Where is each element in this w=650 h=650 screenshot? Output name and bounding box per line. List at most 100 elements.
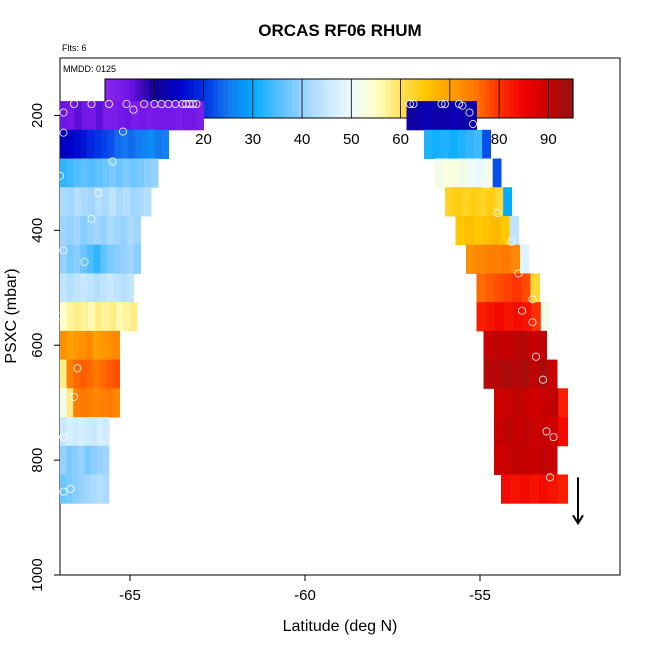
colorbar-segment <box>336 79 343 118</box>
colorbar-segment <box>356 79 362 118</box>
colorbar-segment <box>311 79 318 118</box>
colorbar-segment <box>178 79 185 118</box>
heatmap-cell <box>73 330 81 361</box>
heatmap-cell <box>415 101 425 131</box>
heatmap-cell <box>457 129 467 160</box>
colorbar-segment <box>282 79 288 118</box>
heatmap-cell <box>196 101 204 131</box>
heatmap-cell <box>548 445 558 475</box>
flight-marker <box>482 180 492 189</box>
heatmap-cell <box>90 417 98 447</box>
heatmap-cell <box>482 129 491 160</box>
heatmap-cell <box>113 244 121 274</box>
colorbar-segment <box>385 79 392 118</box>
heatmap-cell <box>134 129 142 160</box>
colorbar-segment <box>272 79 279 118</box>
colorbar-segment <box>316 79 323 118</box>
heatmap-cell <box>78 445 85 475</box>
heatmap-cell <box>509 215 519 246</box>
flight-marker <box>94 188 103 198</box>
heatmap-cell <box>81 158 89 188</box>
heatmap-cell <box>96 445 104 475</box>
heatmap-cell <box>79 388 87 418</box>
heatmap-cell <box>539 417 550 447</box>
heatmap-cell <box>106 359 114 389</box>
heatmap-cell <box>60 158 68 188</box>
colorbar-segment <box>267 79 274 118</box>
heatmap-cell <box>539 388 550 418</box>
heatmap-cell <box>484 158 494 188</box>
heatmap-cell <box>455 215 465 246</box>
colorbar-segment <box>533 79 540 118</box>
heatmap-cell <box>531 302 542 332</box>
colorbar-tick-label: 90 <box>540 131 557 148</box>
heatmap-cell <box>95 158 103 188</box>
heatmap-cell <box>500 215 510 246</box>
heatmap-cell <box>66 417 73 447</box>
heatmap-cell <box>102 187 110 217</box>
heatmap-cell <box>66 129 75 160</box>
heatmap-cell <box>504 302 514 332</box>
colorbar-segment <box>203 79 210 118</box>
heatmap-cell <box>66 388 74 418</box>
heatmap-cell <box>74 158 82 188</box>
heatmap-cell <box>73 273 81 303</box>
y-tick-label: 800 <box>29 448 46 473</box>
colorbar-segment <box>139 79 146 118</box>
heatmap-cell <box>74 187 82 217</box>
colorbar-segment <box>425 79 431 118</box>
flights-label: Flts: 6 <box>62 43 87 53</box>
heatmap-cell <box>95 187 103 217</box>
heatmap-cell <box>100 244 108 274</box>
heatmap-cell <box>137 187 145 217</box>
heatmap-cell <box>112 388 120 418</box>
heatmap-cell <box>512 445 522 475</box>
colorbar-tick-label: 50 <box>343 131 360 148</box>
colorbar-segment <box>380 79 387 118</box>
colorbar-segment <box>193 79 200 118</box>
colorbar-segment <box>109 79 116 118</box>
colorbar-segment <box>410 79 416 118</box>
heatmap-cell <box>81 302 89 332</box>
heatmap-cell <box>106 330 114 361</box>
colorbar-segment <box>129 79 136 118</box>
heatmap-cell <box>189 101 197 131</box>
heatmap-cell <box>112 359 120 389</box>
heatmap-cell <box>67 302 75 332</box>
y-tick-label: 200 <box>29 103 46 128</box>
colorbar-segment <box>390 79 397 118</box>
heatmap-cell <box>459 158 469 188</box>
heatmap-cell <box>99 359 107 389</box>
flight-marker <box>122 99 131 109</box>
heatmap-cell <box>116 158 124 188</box>
heatmap-cell <box>445 187 454 217</box>
flight-marker <box>80 257 89 266</box>
heatmap-cell <box>161 129 169 160</box>
colorbar-segment <box>198 79 205 118</box>
flight-marker <box>409 99 418 109</box>
heatmap-cell <box>130 158 138 188</box>
colorbar-segment <box>114 79 121 118</box>
heatmap-cell <box>116 187 124 217</box>
colorbar-segment <box>361 79 367 118</box>
heatmap-cell <box>503 187 512 217</box>
colorbar-segment <box>341 79 347 118</box>
heatmap-cell <box>549 417 559 447</box>
heatmap-cell <box>502 244 512 274</box>
heatmap-cell <box>79 330 87 361</box>
colorbar-segment <box>238 79 244 118</box>
heatmap-cell <box>60 474 67 504</box>
flight-marker <box>507 237 516 246</box>
heatmap-cell <box>503 388 513 418</box>
colorbar-segment <box>252 79 259 118</box>
heatmap-cell <box>66 445 73 475</box>
heatmap-cell <box>99 330 107 361</box>
colorbar-segment <box>306 79 313 118</box>
heatmap-cell <box>467 158 477 188</box>
chart-title: ORCAS RF06 RHUM <box>258 21 421 40</box>
heatmap-cell <box>67 101 75 131</box>
heatmap-cell <box>124 101 133 131</box>
heatmap-cell <box>133 244 141 274</box>
y-tick-label: 1000 <box>29 558 46 591</box>
